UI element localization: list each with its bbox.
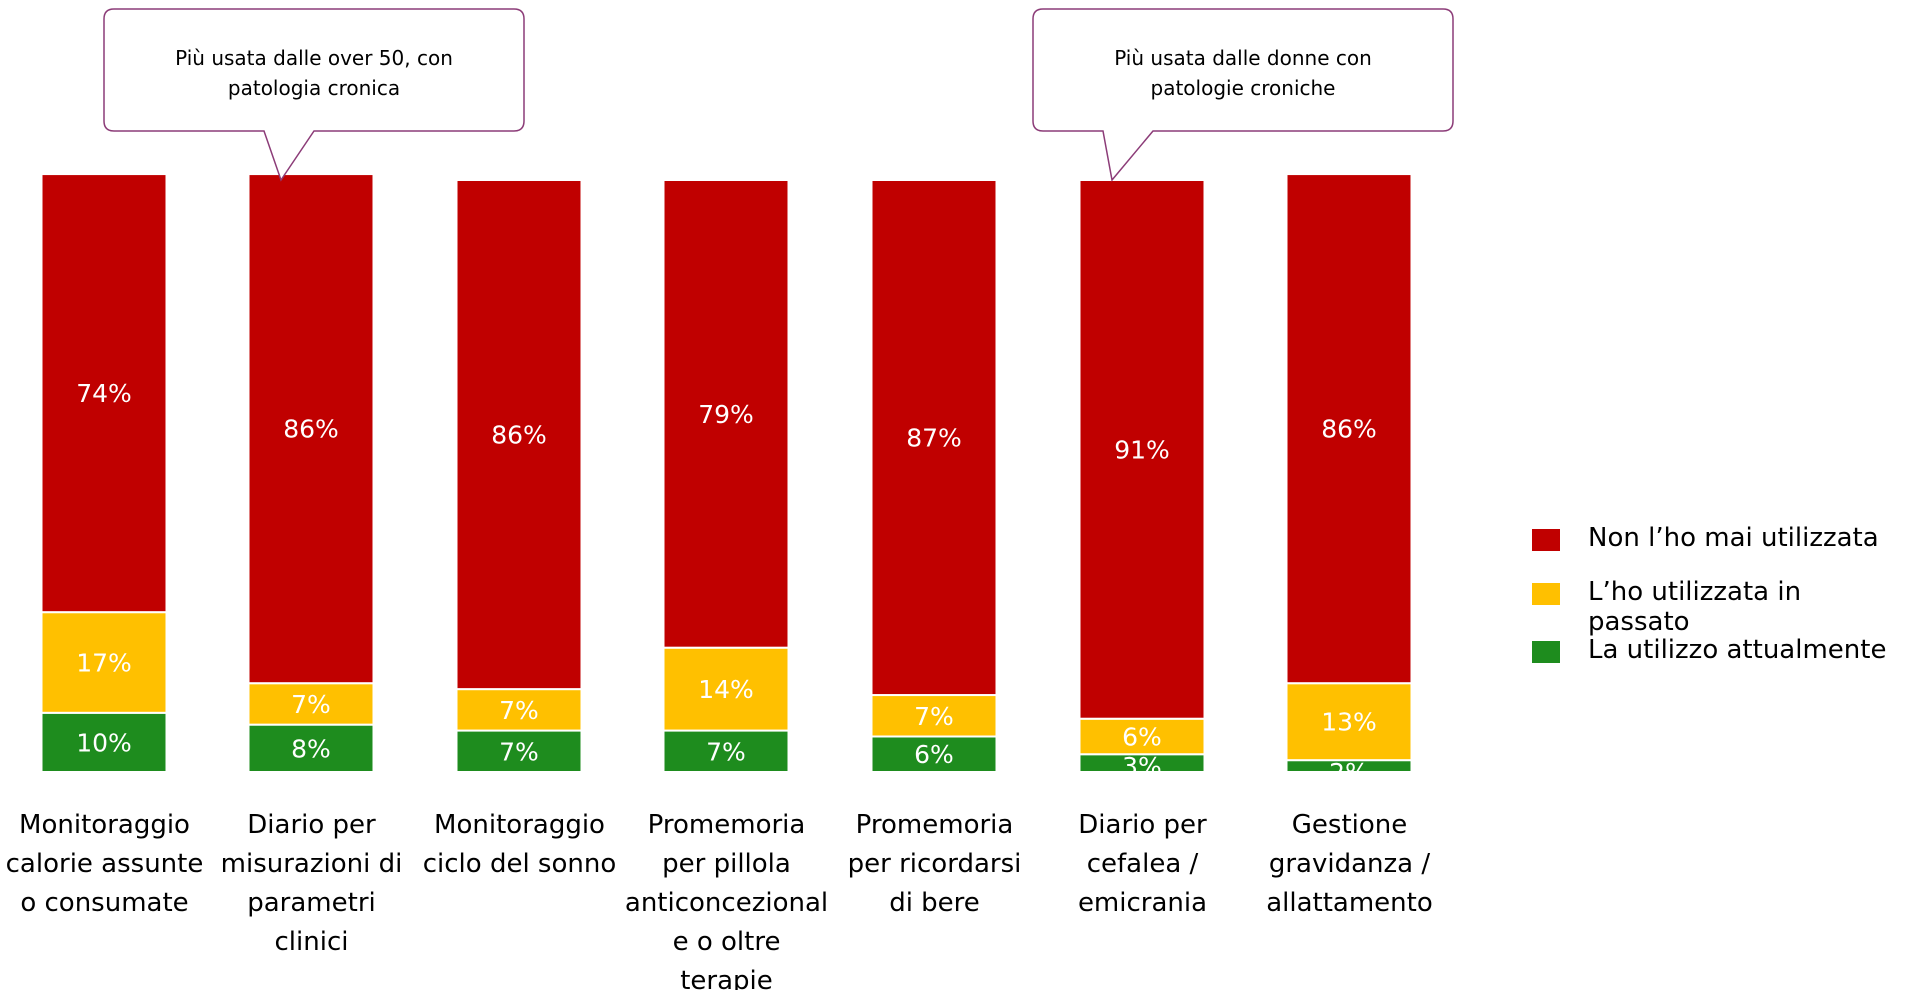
callout-box [103, 8, 525, 182]
data-label: 6% [1122, 722, 1162, 751]
x-tick-label: Diario per cefalea / emicrania [1077, 810, 1208, 918]
annotation: Più usata dalle over 50, con patologia c… [175, 46, 453, 100]
legend-label: L’ho utilizzata in passato [1588, 577, 1802, 637]
data-label: 86% [1321, 415, 1377, 444]
data-label: 86% [491, 421, 547, 450]
data-label: 14% [698, 675, 754, 704]
data-label: 6% [914, 740, 954, 769]
x-tick-label: Diario per misurazioni di parametri clin… [220, 810, 403, 957]
bar-segment [247, 682, 375, 726]
legend-swatch [1532, 583, 1560, 605]
x-tick-label: Monitoraggio calorie assunte o consumate [5, 810, 204, 918]
bar-segment [455, 688, 583, 732]
data-label: 87% [906, 424, 962, 453]
bar-segment [455, 179, 583, 691]
bar-segment [870, 179, 998, 697]
x-tick-label: Gestione gravidanza / allattamento [1266, 810, 1433, 918]
legend-label: La utilizzo attualmente [1588, 635, 1887, 665]
x-tick-label: Promemoria per pillola anticoncezionale … [624, 810, 829, 990]
legend-swatch [1532, 529, 1560, 551]
bar-segment [1078, 717, 1206, 756]
bar-segment [40, 173, 168, 614]
data-label: 7% [499, 696, 539, 725]
data-label: 79% [698, 400, 754, 429]
bar-segment [40, 711, 168, 773]
bar-segment [455, 729, 583, 773]
bar-segment [1285, 682, 1413, 762]
data-label: 7% [291, 690, 331, 719]
bar-segment [870, 694, 998, 738]
data-label: 7% [706, 737, 746, 766]
legend-label: Non l’ho mai utilizzata [1588, 523, 1879, 553]
data-label: 8% [291, 734, 331, 763]
data-label: 7% [499, 737, 539, 766]
legend-swatch [1532, 641, 1560, 663]
data-label: 7% [914, 702, 954, 731]
data-label: 74% [76, 379, 132, 408]
data-label: 91% [1114, 435, 1170, 464]
bar-segment [1078, 179, 1206, 720]
annotation: Più usata dalle donne con patologie cron… [1114, 46, 1372, 100]
x-tick-label: Promemoria per ricordarsi di bere [847, 810, 1022, 918]
data-label: 10% [76, 728, 132, 757]
data-label: 17% [76, 648, 132, 677]
callout-box [1032, 8, 1454, 182]
x-tick-label: Monitoraggio ciclo del sonno [422, 810, 617, 879]
baseline-mask [0, 772, 1500, 802]
bar-segment [662, 179, 790, 649]
data-label: 13% [1321, 708, 1377, 737]
bar-segment [662, 646, 790, 732]
bar-segment [247, 173, 375, 685]
data-label: 86% [283, 415, 339, 444]
bar-segment [1285, 173, 1413, 685]
